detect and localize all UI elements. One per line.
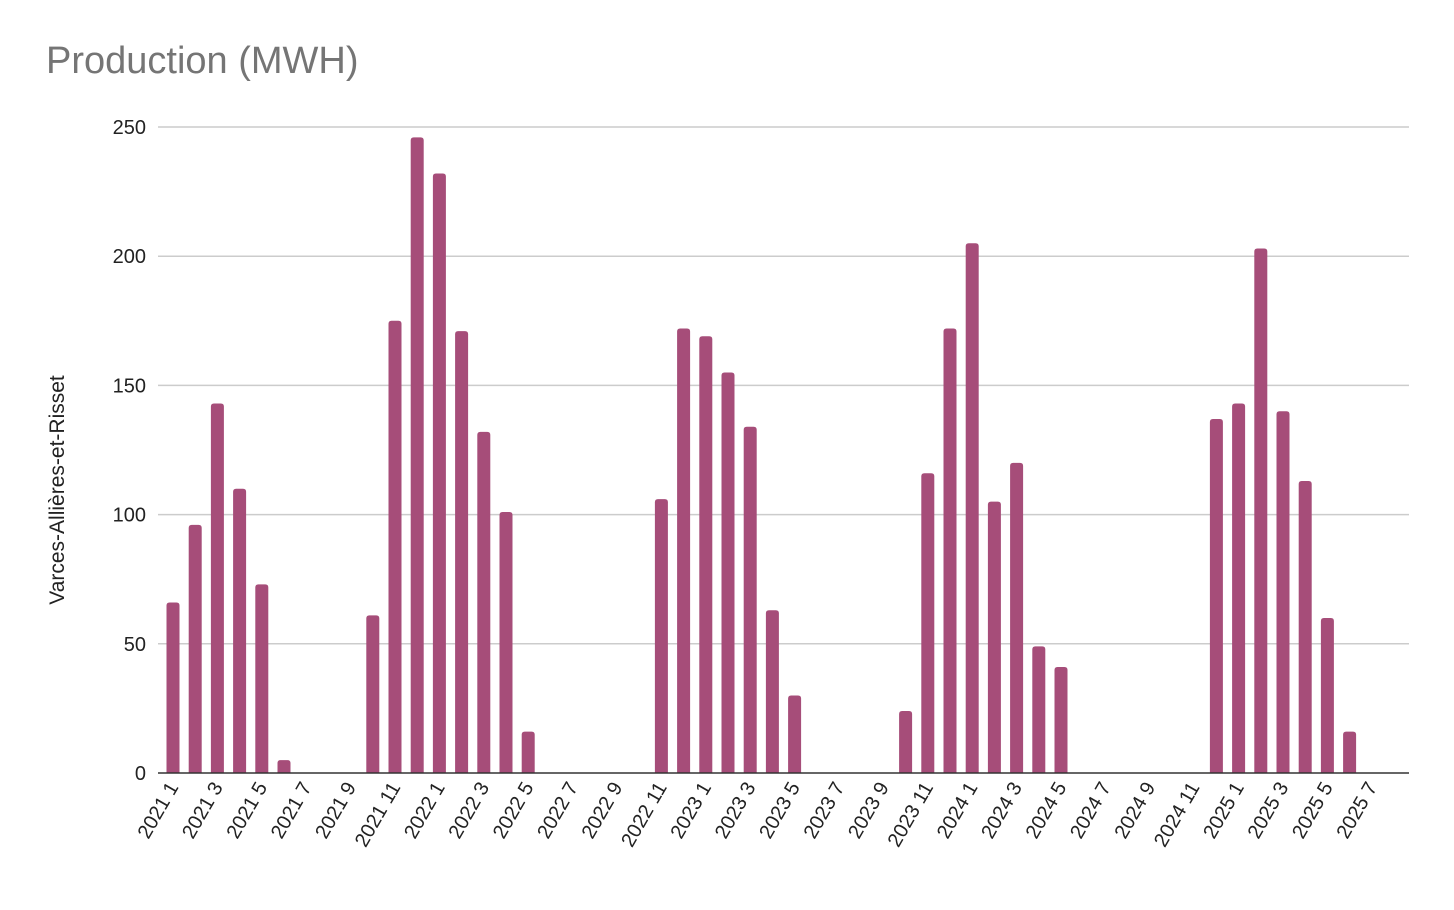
x-tick-label: 2023 9 [844,779,894,843]
x-tick-label: 2021 3 [178,779,228,843]
y-tick-labels: 0 50 100 150 200 250 [113,117,146,785]
x-tick-label: 2024 5 [1022,779,1072,843]
bar [1320,617,1334,773]
y-tick-label: 150 [113,375,146,397]
bar [921,473,935,773]
bar [699,336,713,773]
bar [1343,731,1357,773]
bar [743,426,757,773]
x-tick-label: 2021 5 [222,779,272,843]
x-tick-label: 2025 5 [1288,779,1338,843]
bar [965,243,979,773]
chart-title: Production (MWH) [46,40,359,82]
bar [987,501,1001,773]
bar [166,602,180,773]
y-tick-label: 100 [113,505,146,527]
x-tick-label: 2022 3 [444,779,494,843]
x-tick-label: 2022 9 [578,779,628,843]
bar [388,320,402,773]
bar [788,695,802,773]
x-tick-label: 2025 7 [1332,779,1382,843]
bar [410,137,424,773]
y-tick-label: 250 [113,117,146,139]
bars [166,137,1357,774]
x-tick-label: 2024 9 [1110,779,1160,843]
bar [521,731,535,773]
bar [1032,646,1046,773]
bar [1232,403,1246,773]
bar [455,331,469,773]
bar [432,173,446,774]
x-tick-label: 2021 9 [311,779,361,843]
x-tick-label: 2025 3 [1244,779,1294,843]
bar [1010,462,1024,773]
bar [1054,667,1068,773]
y-axis-label: Varces-Allières-et-Risset [46,375,69,605]
x-tick-label: 2023 3 [711,779,761,843]
bar [477,431,491,773]
bar [1209,418,1223,773]
y-tick-label: 50 [124,634,146,656]
bar [233,488,247,773]
bar [188,524,202,773]
x-tick-label: 2021 1 [134,779,184,843]
x-tick-label: 2022 5 [489,779,539,843]
x-tick-label: 2023 1 [666,779,716,843]
y-tick-label: 0 [135,763,146,785]
x-tick-label: 2023 5 [755,779,805,843]
x-tick-label: 2024 3 [977,779,1027,843]
x-tick-label: 2024 1 [933,779,983,843]
bar [721,372,735,773]
bar [277,760,291,773]
bar [765,610,779,773]
x-tick-label: 2021 7 [267,779,317,843]
bar [210,403,224,773]
x-tick-label: 2023 7 [800,779,850,843]
bar [1298,481,1312,773]
x-tick-label: 2022 1 [400,779,450,843]
bar [366,615,380,773]
x-tick-label: 2022 7 [533,779,583,843]
y-tick-label: 200 [113,246,146,268]
bar [1254,248,1268,773]
bar [677,328,691,773]
x-tick-label: 2024 7 [1066,779,1116,843]
x-tick-label: 2025 1 [1199,779,1249,843]
bar [255,584,269,773]
bar [899,710,913,773]
bar [499,512,513,773]
bar [1276,411,1290,773]
bar [654,499,668,773]
bar [943,328,957,773]
